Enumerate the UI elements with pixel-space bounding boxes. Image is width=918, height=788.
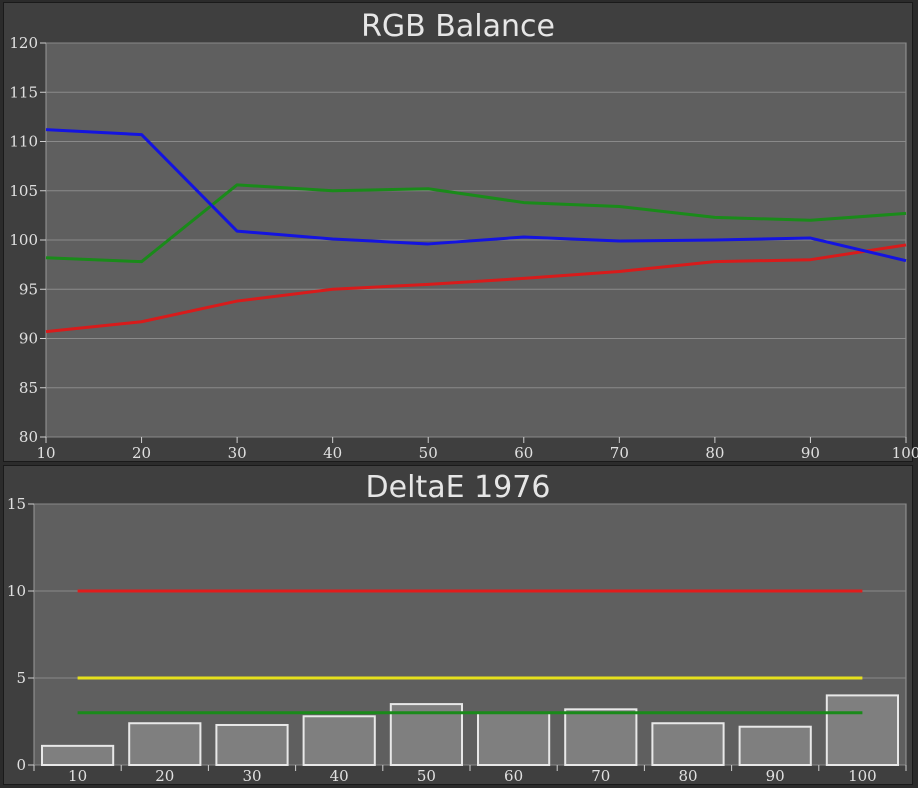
x-tick-label: 80 bbox=[678, 767, 697, 785]
x-tick-label: 40 bbox=[323, 444, 342, 462]
x-tick-label: 10 bbox=[36, 444, 55, 462]
y-tick-label: 90 bbox=[19, 330, 38, 348]
bar bbox=[564, 708, 638, 767]
y-tick-label: 0 bbox=[16, 756, 26, 774]
x-tick-label: 50 bbox=[419, 444, 438, 462]
deltae-title: DeltaE 1976 bbox=[365, 470, 551, 505]
y-tick-label: 15 bbox=[7, 495, 26, 513]
y-tick-label: 120 bbox=[9, 34, 38, 52]
bar bbox=[302, 715, 376, 767]
x-tick-label: 50 bbox=[417, 767, 436, 785]
bar bbox=[738, 725, 812, 766]
y-tick-label: 80 bbox=[19, 428, 38, 446]
x-tick-label: 90 bbox=[801, 444, 820, 462]
bar bbox=[825, 694, 899, 767]
y-tick-label: 105 bbox=[9, 182, 38, 200]
y-tick-label: 10 bbox=[7, 582, 26, 600]
bar bbox=[128, 722, 202, 766]
series-line-2 bbox=[45, 128, 907, 263]
y-tick-label: 95 bbox=[19, 280, 38, 298]
x-tick-label: 80 bbox=[705, 444, 724, 462]
bar bbox=[477, 711, 551, 766]
x-tick-label: 60 bbox=[504, 767, 523, 785]
x-tick-label: 30 bbox=[228, 444, 247, 462]
x-tick-label: 100 bbox=[892, 444, 918, 462]
series-line-0 bbox=[45, 243, 907, 334]
rgb-balance-chart: 80 85 90 95 100 105 110 115 120 10 20 30 40 50 60 70 80 9… bbox=[9, 34, 918, 462]
x-tick-label: 70 bbox=[610, 444, 629, 462]
y-tick-label: 100 bbox=[9, 231, 38, 249]
y-tick-label: 115 bbox=[9, 83, 38, 101]
x-tick-label: 20 bbox=[132, 444, 151, 462]
x-tick-label: 90 bbox=[766, 767, 785, 785]
bar bbox=[651, 722, 725, 766]
plot-area bbox=[33, 503, 907, 766]
y-tick-label: 5 bbox=[16, 669, 26, 687]
x-tick-label: 60 bbox=[514, 444, 533, 462]
x-tick-label: 10 bbox=[68, 767, 87, 785]
x-tick-label: 30 bbox=[242, 767, 261, 785]
bar bbox=[41, 744, 115, 766]
x-tick-label: 100 bbox=[848, 767, 877, 785]
series-line-1 bbox=[45, 183, 907, 264]
x-tick-label: 70 bbox=[591, 767, 610, 785]
y-tick-label: 85 bbox=[19, 379, 38, 397]
y-tick-label: 110 bbox=[9, 133, 38, 151]
bar bbox=[215, 723, 289, 766]
rgb-balance-title: RGB Balance bbox=[361, 9, 555, 44]
x-tick-label: 20 bbox=[155, 767, 174, 785]
x-tick-label: 40 bbox=[330, 767, 349, 785]
